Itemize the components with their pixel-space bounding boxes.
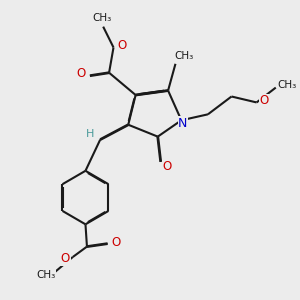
Text: O: O bbox=[117, 40, 126, 52]
Text: CH₃: CH₃ bbox=[36, 270, 55, 280]
Text: N: N bbox=[178, 117, 188, 130]
Text: CH₃: CH₃ bbox=[278, 80, 297, 90]
Text: CH₃: CH₃ bbox=[175, 51, 194, 62]
Text: O: O bbox=[112, 236, 121, 249]
Text: O: O bbox=[61, 252, 70, 265]
Text: O: O bbox=[163, 160, 172, 173]
Text: O: O bbox=[76, 67, 86, 80]
Text: O: O bbox=[259, 94, 268, 107]
Text: H: H bbox=[86, 129, 94, 139]
Text: CH₃: CH₃ bbox=[92, 13, 111, 23]
